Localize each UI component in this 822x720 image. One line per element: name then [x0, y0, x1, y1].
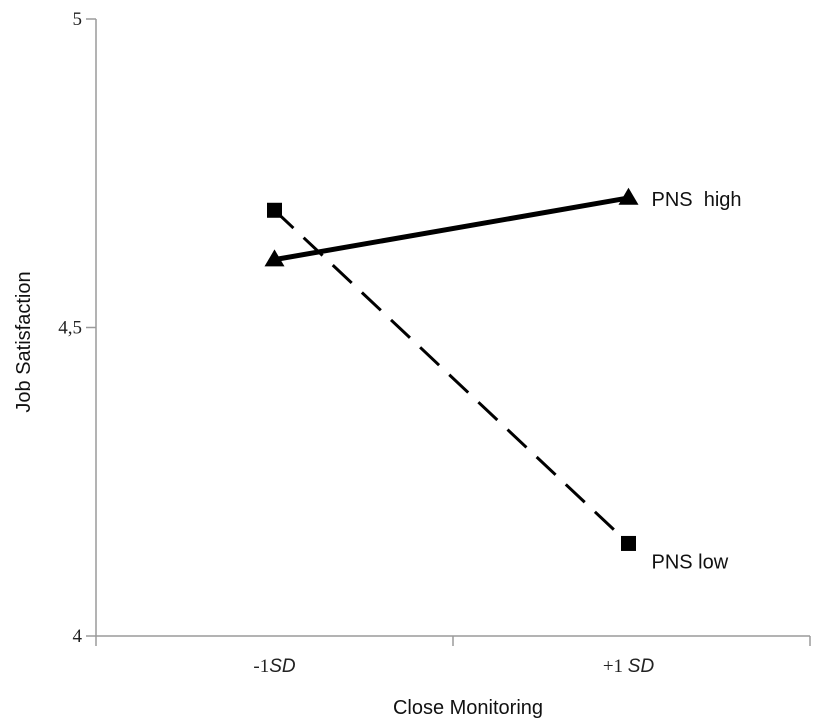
series-label: PNS low [652, 551, 729, 573]
x-tick-labels: -1SD +1 SD [253, 656, 654, 677]
square-marker [267, 202, 282, 218]
chart-axes [86, 18, 811, 646]
y-tick-label: 5 [73, 9, 83, 30]
square-marker [621, 535, 636, 551]
x-tick-label: -1SD [253, 656, 296, 677]
triangle-marker [618, 187, 639, 205]
series-line [274, 195, 629, 263]
series-markers [264, 187, 639, 551]
series-labels: PNS high PNS low [652, 189, 742, 574]
series-label: PNS high [652, 189, 742, 211]
series-lines [273, 195, 630, 545]
x-axis-title: Close Monitoring [393, 697, 543, 719]
series-line [273, 209, 630, 545]
x-tick-label: +1 SD [603, 656, 655, 677]
y-tick-label: 4 [73, 626, 83, 647]
y-axis-title: Job Satisfaction [13, 271, 35, 412]
triangle-marker [264, 249, 285, 267]
y-tick-label: 4,5 [58, 318, 82, 339]
y-tick-labels: 44,55 [58, 9, 82, 647]
